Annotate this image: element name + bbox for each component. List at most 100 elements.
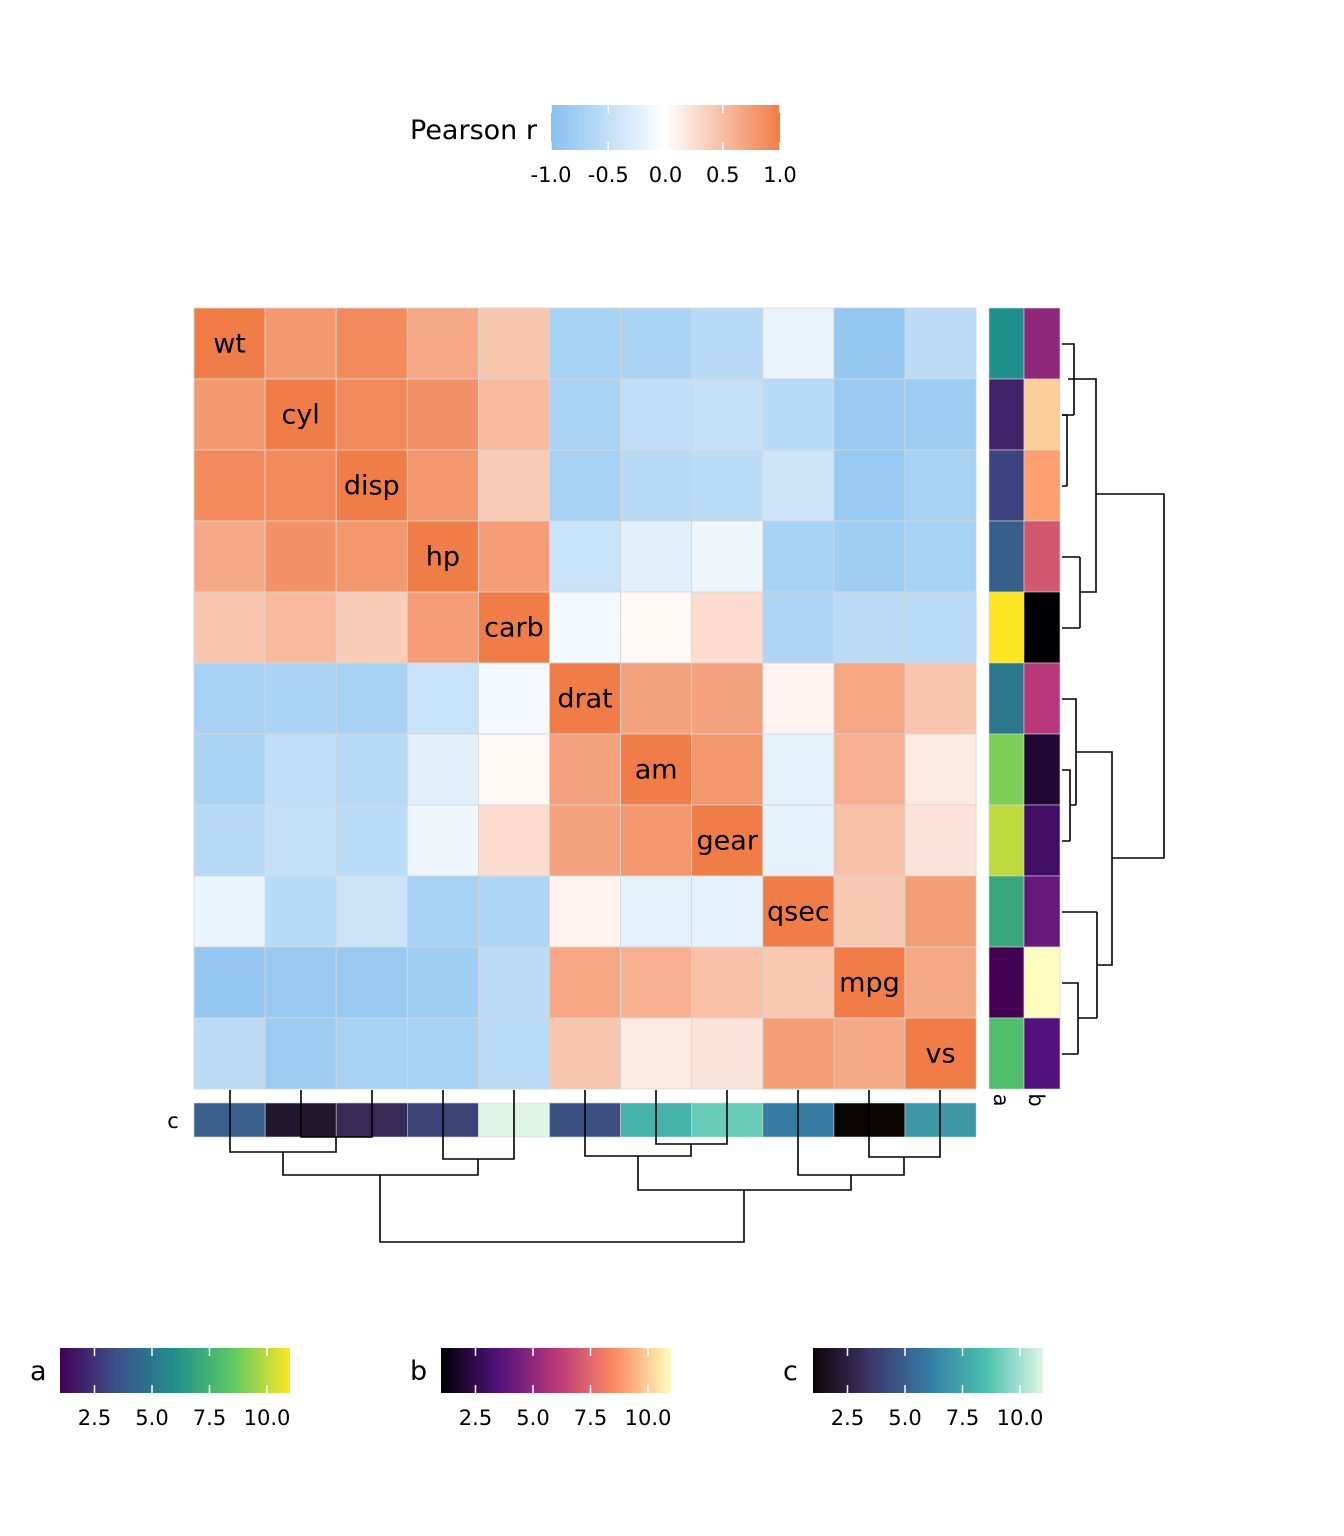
row-annotation-a-cell xyxy=(988,946,1025,1019)
heatmap-cell-am-carb xyxy=(477,733,550,806)
legend-tick-label: 5.0 xyxy=(888,1406,921,1430)
heatmap-cell-carb-gear xyxy=(691,591,764,664)
heatmap-cell-drat-gear xyxy=(691,662,764,735)
heatmap-cell-carb-mpg xyxy=(833,591,906,664)
legend-tick-label: 10.0 xyxy=(625,1406,672,1430)
heatmap-cell-vs-cyl xyxy=(264,1017,337,1090)
heatmap-cell-am-am xyxy=(620,733,693,806)
heatmap-cell-disp-drat xyxy=(549,449,621,522)
legend-tick-label: 7.5 xyxy=(574,1406,607,1430)
legend-tick-label: 2.5 xyxy=(78,1406,111,1430)
heatmap-cell-hp-am xyxy=(620,520,693,593)
heatmap-cell-carb-disp xyxy=(335,591,408,664)
heatmap-cell-gear-vs xyxy=(904,804,977,877)
heatmap-cell-wt-disp xyxy=(335,307,408,380)
heatmap-cell-qsec-vs xyxy=(904,875,977,948)
heatmap-cell-hp-cyl xyxy=(264,520,337,593)
row-annotation-a-cell xyxy=(988,804,1025,877)
legend-tick-label: 1.0 xyxy=(763,163,796,187)
heatmap-cell-drat-disp xyxy=(335,662,408,735)
legend-b-title: b xyxy=(410,1356,427,1387)
row-annotation-a-cell xyxy=(988,378,1025,451)
heatmap-cell-gear-drat xyxy=(549,804,621,877)
heatmap-cell-qsec-hp xyxy=(406,875,479,948)
heatmap-cell-carb-wt xyxy=(193,591,266,664)
cell-label-cyl: cyl xyxy=(281,400,319,431)
heatmap-cell-mpg-wt xyxy=(193,946,266,1019)
heatmap-cell-mpg-vs xyxy=(904,946,977,1019)
heatmap-cell-wt-am xyxy=(620,307,693,380)
heatmap-cell-mpg-carb xyxy=(477,946,550,1019)
row-annotations xyxy=(988,307,1061,1090)
legend-b-ticks: 2.5 5.0 7.5 10.0 xyxy=(459,1348,672,1430)
heatmap-cell-mpg-am xyxy=(620,946,693,1019)
legend-c-title: c xyxy=(783,1356,798,1387)
cell-label-wt: wt xyxy=(213,329,246,360)
heatmap-cell-drat-carb xyxy=(477,662,550,735)
heatmap-cell-drat-hp xyxy=(406,662,479,735)
heatmap-cell-cyl-am xyxy=(620,378,693,451)
heatmap-cell-hp-qsec xyxy=(762,520,835,593)
pearson-legend-title: Pearson r xyxy=(410,115,538,146)
heatmap-cell-mpg-gear xyxy=(691,946,764,1019)
heatmap-cell-qsec-cyl xyxy=(264,875,337,948)
heatmap-cell-vs-vs xyxy=(904,1017,977,1090)
heatmap-cell-cyl-gear xyxy=(691,378,764,451)
row-annotation-a-cell xyxy=(988,591,1025,664)
heatmap-cell-wt-qsec xyxy=(762,307,835,380)
heatmap-cell-am-wt xyxy=(193,733,266,806)
legend-a: a 2.5 5.0 7.5 10.0 xyxy=(30,1348,290,1430)
heatmap-cell-carb-qsec xyxy=(762,591,835,664)
heatmap-cell-disp-hp xyxy=(406,449,479,522)
legend-tick-label: 7.5 xyxy=(193,1406,226,1430)
heatmap-cell-cyl-drat xyxy=(549,378,621,451)
legend-tick-label: 10.0 xyxy=(244,1406,291,1430)
cell-label-vs: vs xyxy=(926,1039,956,1070)
legend-c-ticks: 2.5 5.0 7.5 10.0 xyxy=(831,1348,1043,1430)
heatmap-cell-am-gear xyxy=(691,733,764,806)
heatmap-diagonal-labels: wt cyl disp hp carb drat am gear qsec mpg vs xyxy=(213,329,955,1070)
heatmap-cell-mpg-qsec xyxy=(762,946,835,1019)
heatmap-cell-cyl-vs xyxy=(904,378,977,451)
heatmap-cell-wt-vs xyxy=(904,307,977,380)
column-annotation-label-c: c xyxy=(167,1109,179,1133)
heatmap-cell-gear-disp xyxy=(335,804,408,877)
row-annotation-a-cell xyxy=(988,733,1025,806)
row-annotation-a-cell xyxy=(988,307,1025,380)
legend-tick-label: 2.5 xyxy=(459,1406,492,1430)
row-annotation-a-cell xyxy=(988,1017,1025,1090)
heatmap-cell-hp-vs xyxy=(904,520,977,593)
heatmap-cell-drat-vs xyxy=(904,662,977,735)
heatmap-cell-hp-wt xyxy=(193,520,266,593)
heatmap-cell-am-mpg xyxy=(833,733,906,806)
row-annotation-a-cell xyxy=(988,520,1025,593)
heatmap-cell-carb-am xyxy=(620,591,693,664)
pearson-legend: Pearson r -1.0 -0.5 0.0 0.5 1.0 xyxy=(410,105,797,187)
legend-tick-label: -0.5 xyxy=(588,163,629,187)
legend-c: c 2.5 5.0 7.5 10.0 xyxy=(783,1348,1043,1430)
heatmap-cell-wt-gear xyxy=(691,307,764,380)
row-annotation-b-cell xyxy=(1023,804,1061,877)
cell-label-hp: hp xyxy=(426,542,460,573)
heatmap-cell-vs-disp xyxy=(335,1017,408,1090)
row-annotation-a-cell xyxy=(988,875,1025,948)
cell-label-carb: carb xyxy=(484,613,544,644)
heatmap-cell-hp-carb xyxy=(477,520,550,593)
heatmap-cell-hp-gear xyxy=(691,520,764,593)
row-annotation-label-b: b xyxy=(1024,1093,1048,1106)
heatmap-cell-wt-drat xyxy=(549,307,621,380)
heatmap-cell-mpg-hp xyxy=(406,946,479,1019)
heatmap-cell-gear-wt xyxy=(193,804,266,877)
legend-tick-label: 0.0 xyxy=(649,163,682,187)
heatmap-cell-mpg-cyl xyxy=(264,946,337,1019)
legend-a-ticks: 2.5 5.0 7.5 10.0 xyxy=(78,1348,291,1430)
heatmap-cell-gear-carb xyxy=(477,804,550,877)
cell-label-qsec: qsec xyxy=(767,897,830,928)
heatmap-cell-drat-drat xyxy=(549,662,621,735)
heatmap-cell-drat-qsec xyxy=(762,662,835,735)
heatmap-cell-vs-hp xyxy=(406,1017,479,1090)
heatmap-cell-drat-am xyxy=(620,662,693,735)
row-annotation-b-cell xyxy=(1023,733,1061,806)
row-annotation-b-cell xyxy=(1023,449,1061,522)
heatmap-cell-gear-hp xyxy=(406,804,479,877)
